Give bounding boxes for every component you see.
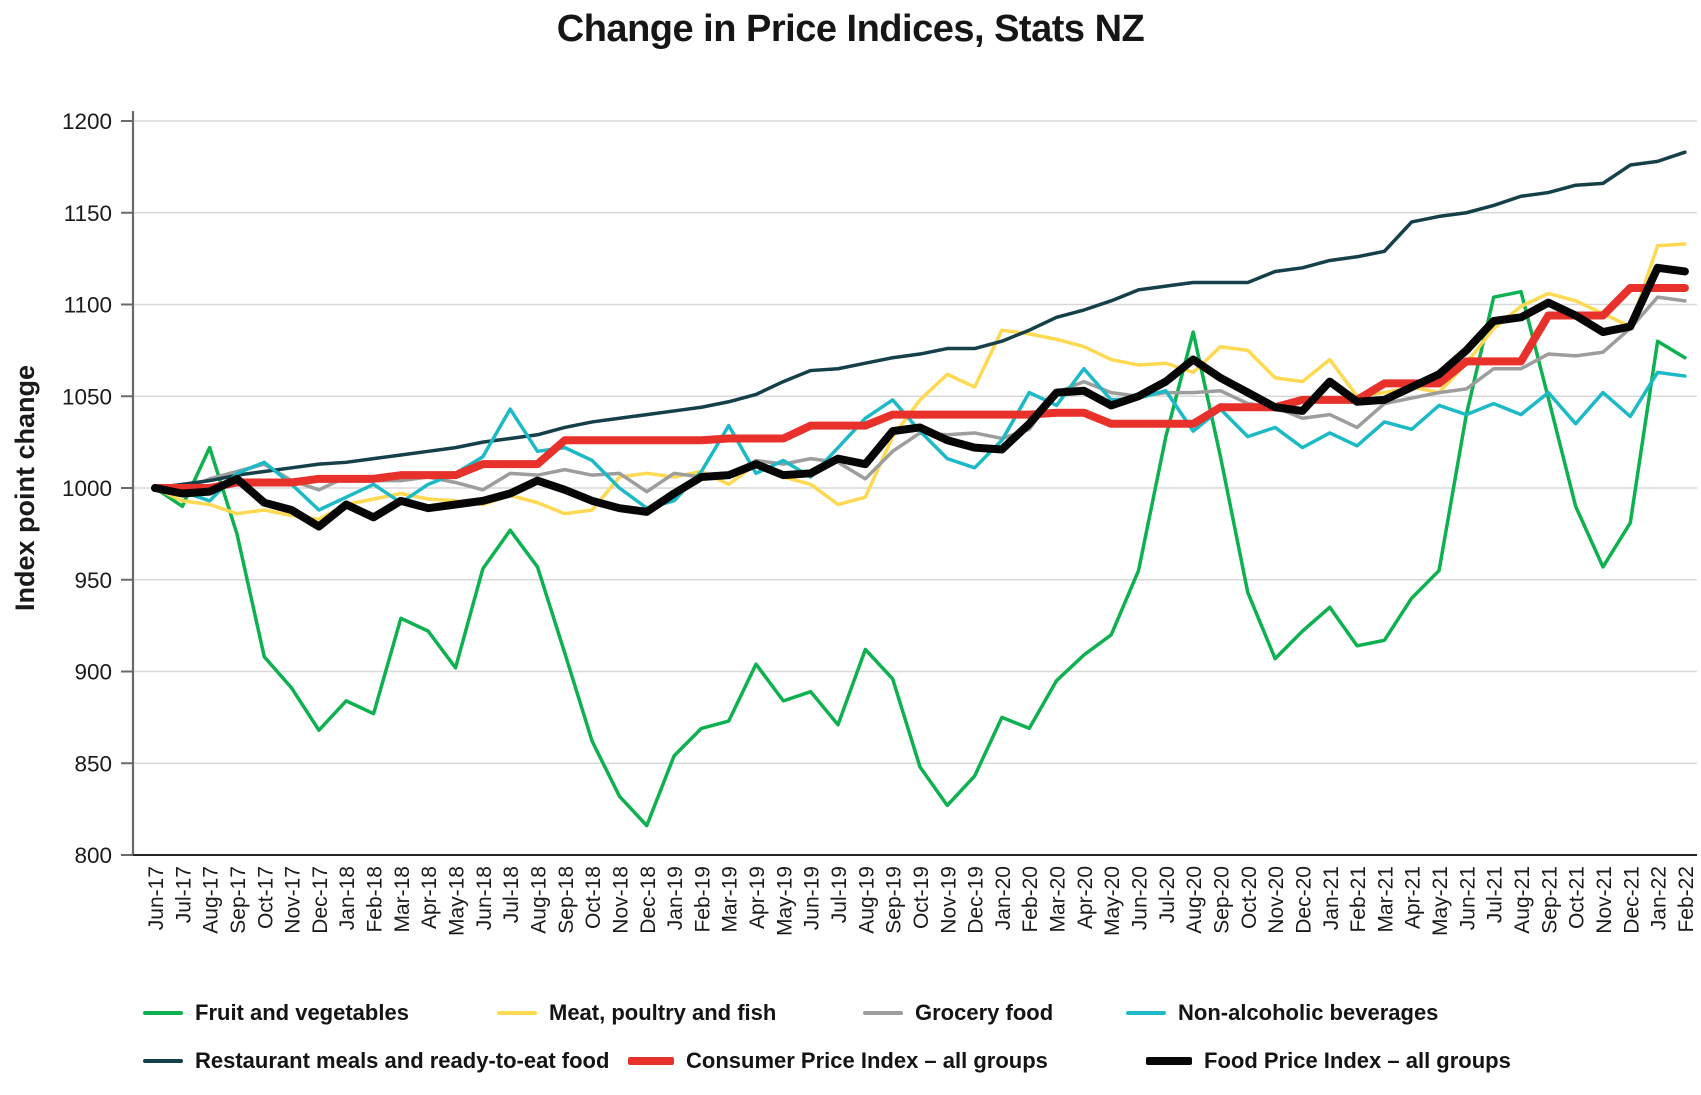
x-tick-label: Mar-19 (719, 866, 742, 933)
x-tick-label: Oct-21 (1566, 866, 1589, 929)
legend-swatch-food-price-index-all-groups (1146, 1057, 1192, 1065)
x-tick-label: Jan-19 (664, 866, 687, 930)
series-line-food-price-index-all-groups (151, 263, 1689, 531)
y-tick-label: 1050 (62, 384, 112, 409)
x-tick-label: Dec-19 (965, 866, 988, 934)
legend-item-meat-poultry-and-fish: Meat, poultry and fish (497, 998, 776, 1028)
x-tick-label: Oct-17 (254, 866, 277, 929)
x-tick-label: Sep-19 (883, 866, 906, 934)
x-tick-label: Feb-21 (1347, 866, 1370, 933)
x-tick-label: May-21 (1429, 866, 1452, 936)
x-tick-label: Aug-19 (855, 866, 878, 934)
x-tick-label: Aug-21 (1511, 866, 1534, 934)
x-tick-label: May-19 (773, 866, 796, 936)
legend-label-restaurant-meals-and-ready-to-eat-food: Restaurant meals and ready-to-eat food (195, 1048, 610, 1073)
legend-item-fruit-and-vegetables: Fruit and vegetables (143, 998, 409, 1028)
legend-item-consumer-price-index-all-groups: Consumer Price Index – all groups (628, 1046, 1048, 1076)
legend-swatch-fruit-and-vegetables (143, 1010, 183, 1016)
x-tick-label: Dec-17 (309, 866, 332, 934)
x-tick-label: Nov-21 (1593, 866, 1616, 934)
x-tick-label: Oct-20 (1238, 866, 1261, 929)
y-tick-label: 900 (74, 660, 112, 685)
x-tick-label: Nov-17 (282, 866, 305, 934)
x-tick-label: Jul-17 (172, 866, 195, 923)
x-tick-label: Dec-21 (1620, 866, 1643, 934)
x-tick-label: Jan-18 (336, 866, 359, 930)
x-tick-label: Feb-22 (1675, 866, 1698, 933)
legend-item-non-alcoholic-beverages: Non-alcoholic beverages (1126, 998, 1438, 1028)
y-tick-label: 800 (74, 843, 112, 868)
x-tick-label: Apr-20 (1074, 866, 1097, 929)
x-tick-label: Jun-17 (145, 866, 168, 930)
legend-label-food-price-index-all-groups: Food Price Index – all groups (1204, 1048, 1511, 1073)
x-tick-label: Aug-17 (200, 866, 223, 934)
x-tick-label: Oct-19 (910, 866, 933, 929)
y-tick-label: 1150 (64, 201, 112, 226)
y-tick-label: 850 (74, 751, 112, 776)
x-tick-label: Jan-20 (992, 866, 1015, 930)
series-line-fruit-and-vegetables (153, 289, 1687, 828)
chart-title: Change in Price Indices, Stats NZ (556, 8, 1145, 50)
x-tick-label: Jan-22 (1648, 866, 1671, 930)
x-tick-label: May-20 (1101, 866, 1124, 936)
x-tick-label: Sep-20 (1210, 866, 1233, 934)
x-tick-label: Jul-20 (1156, 866, 1179, 923)
legend-item-grocery-food: Grocery food (863, 998, 1053, 1028)
y-tick-label: 1200 (62, 109, 112, 134)
x-tick-label: Sep-21 (1538, 866, 1561, 934)
x-tick-label: Sep-17 (227, 866, 250, 934)
x-tick-label: Dec-20 (1292, 866, 1315, 934)
y-tick-label: 1000 (62, 476, 112, 501)
legend-label-fruit-and-vegetables: Fruit and vegetables (195, 1000, 409, 1025)
x-tick-label: Jun-20 (1129, 866, 1152, 930)
x-tick-label: Apr-19 (746, 866, 769, 929)
price-indices-plot: 800 850 900 950 1000 1050 1100 1150 1200 Index po… (10, 109, 1698, 936)
x-tick-label: Jun-21 (1456, 866, 1479, 930)
x-tick-label: Jan-21 (1320, 866, 1343, 930)
x-tick-label: Jun-19 (801, 866, 824, 930)
x-tick-label: Nov-19 (937, 866, 960, 934)
x-tick-label: Mar-18 (391, 866, 414, 933)
legend-item-restaurant-meals-and-ready-to-eat-food: Restaurant meals and ready-to-eat food (143, 1046, 609, 1076)
x-tick-label: Sep-18 (555, 866, 578, 934)
series-line-consumer-price-index-all-groups (151, 283, 1689, 492)
legend-label-meat-poultry-and-fish: Meat, poultry and fish (549, 1000, 777, 1025)
x-tick-label: May-18 (446, 866, 469, 936)
x-tick-label: Mar-21 (1374, 866, 1397, 933)
x-tick-label: Nov-20 (1265, 866, 1288, 934)
x-tick-label: Nov-18 (609, 866, 632, 934)
legend-swatch-meat-poultry-and-fish (497, 1010, 537, 1016)
series-line-restaurant-meals-and-ready-to-eat-food (153, 150, 1687, 490)
legend-item-food-price-index-all-groups: Food Price Index – all groups (1146, 1046, 1511, 1076)
x-tick-label: Jul-19 (828, 866, 851, 923)
x-tick-label: Feb-18 (364, 866, 387, 933)
x-tick-label: Apr-18 (418, 866, 441, 929)
y-axis-title: Index point change (10, 365, 40, 611)
x-tick-label: Apr-21 (1402, 866, 1425, 929)
legend-swatch-grocery-food (863, 1010, 903, 1016)
x-tick-label: Aug-20 (1183, 866, 1206, 934)
x-tick-label: Oct-18 (582, 866, 605, 929)
series-line-grocery-food (153, 295, 1687, 494)
legend-label-consumer-price-index-all-groups: Consumer Price Index – all groups (686, 1048, 1048, 1073)
legend-swatch-consumer-price-index-all-groups (628, 1057, 674, 1065)
x-tick-label: Jun-18 (473, 866, 496, 930)
y-tick-label: 950 (74, 568, 112, 593)
x-tick-label: Aug-18 (527, 866, 550, 934)
x-tick-label: Jul-18 (500, 866, 523, 923)
x-tick-label: Dec-18 (637, 866, 660, 934)
x-tick-label: Mar-20 (1047, 866, 1070, 933)
legend-label-non-alcoholic-beverages: Non-alcoholic beverages (1178, 1000, 1439, 1025)
legend-label-grocery-food: Grocery food (915, 1000, 1054, 1025)
legend-swatch-non-alcoholic-beverages (1126, 1010, 1166, 1016)
y-tick-label: 1100 (64, 293, 112, 318)
legend-swatch-restaurant-meals-and-ready-to-eat-food (143, 1058, 183, 1064)
x-tick-label: Jul-21 (1484, 866, 1507, 923)
x-tick-label: Feb-20 (1019, 866, 1042, 933)
x-tick-label: Feb-19 (691, 866, 714, 933)
